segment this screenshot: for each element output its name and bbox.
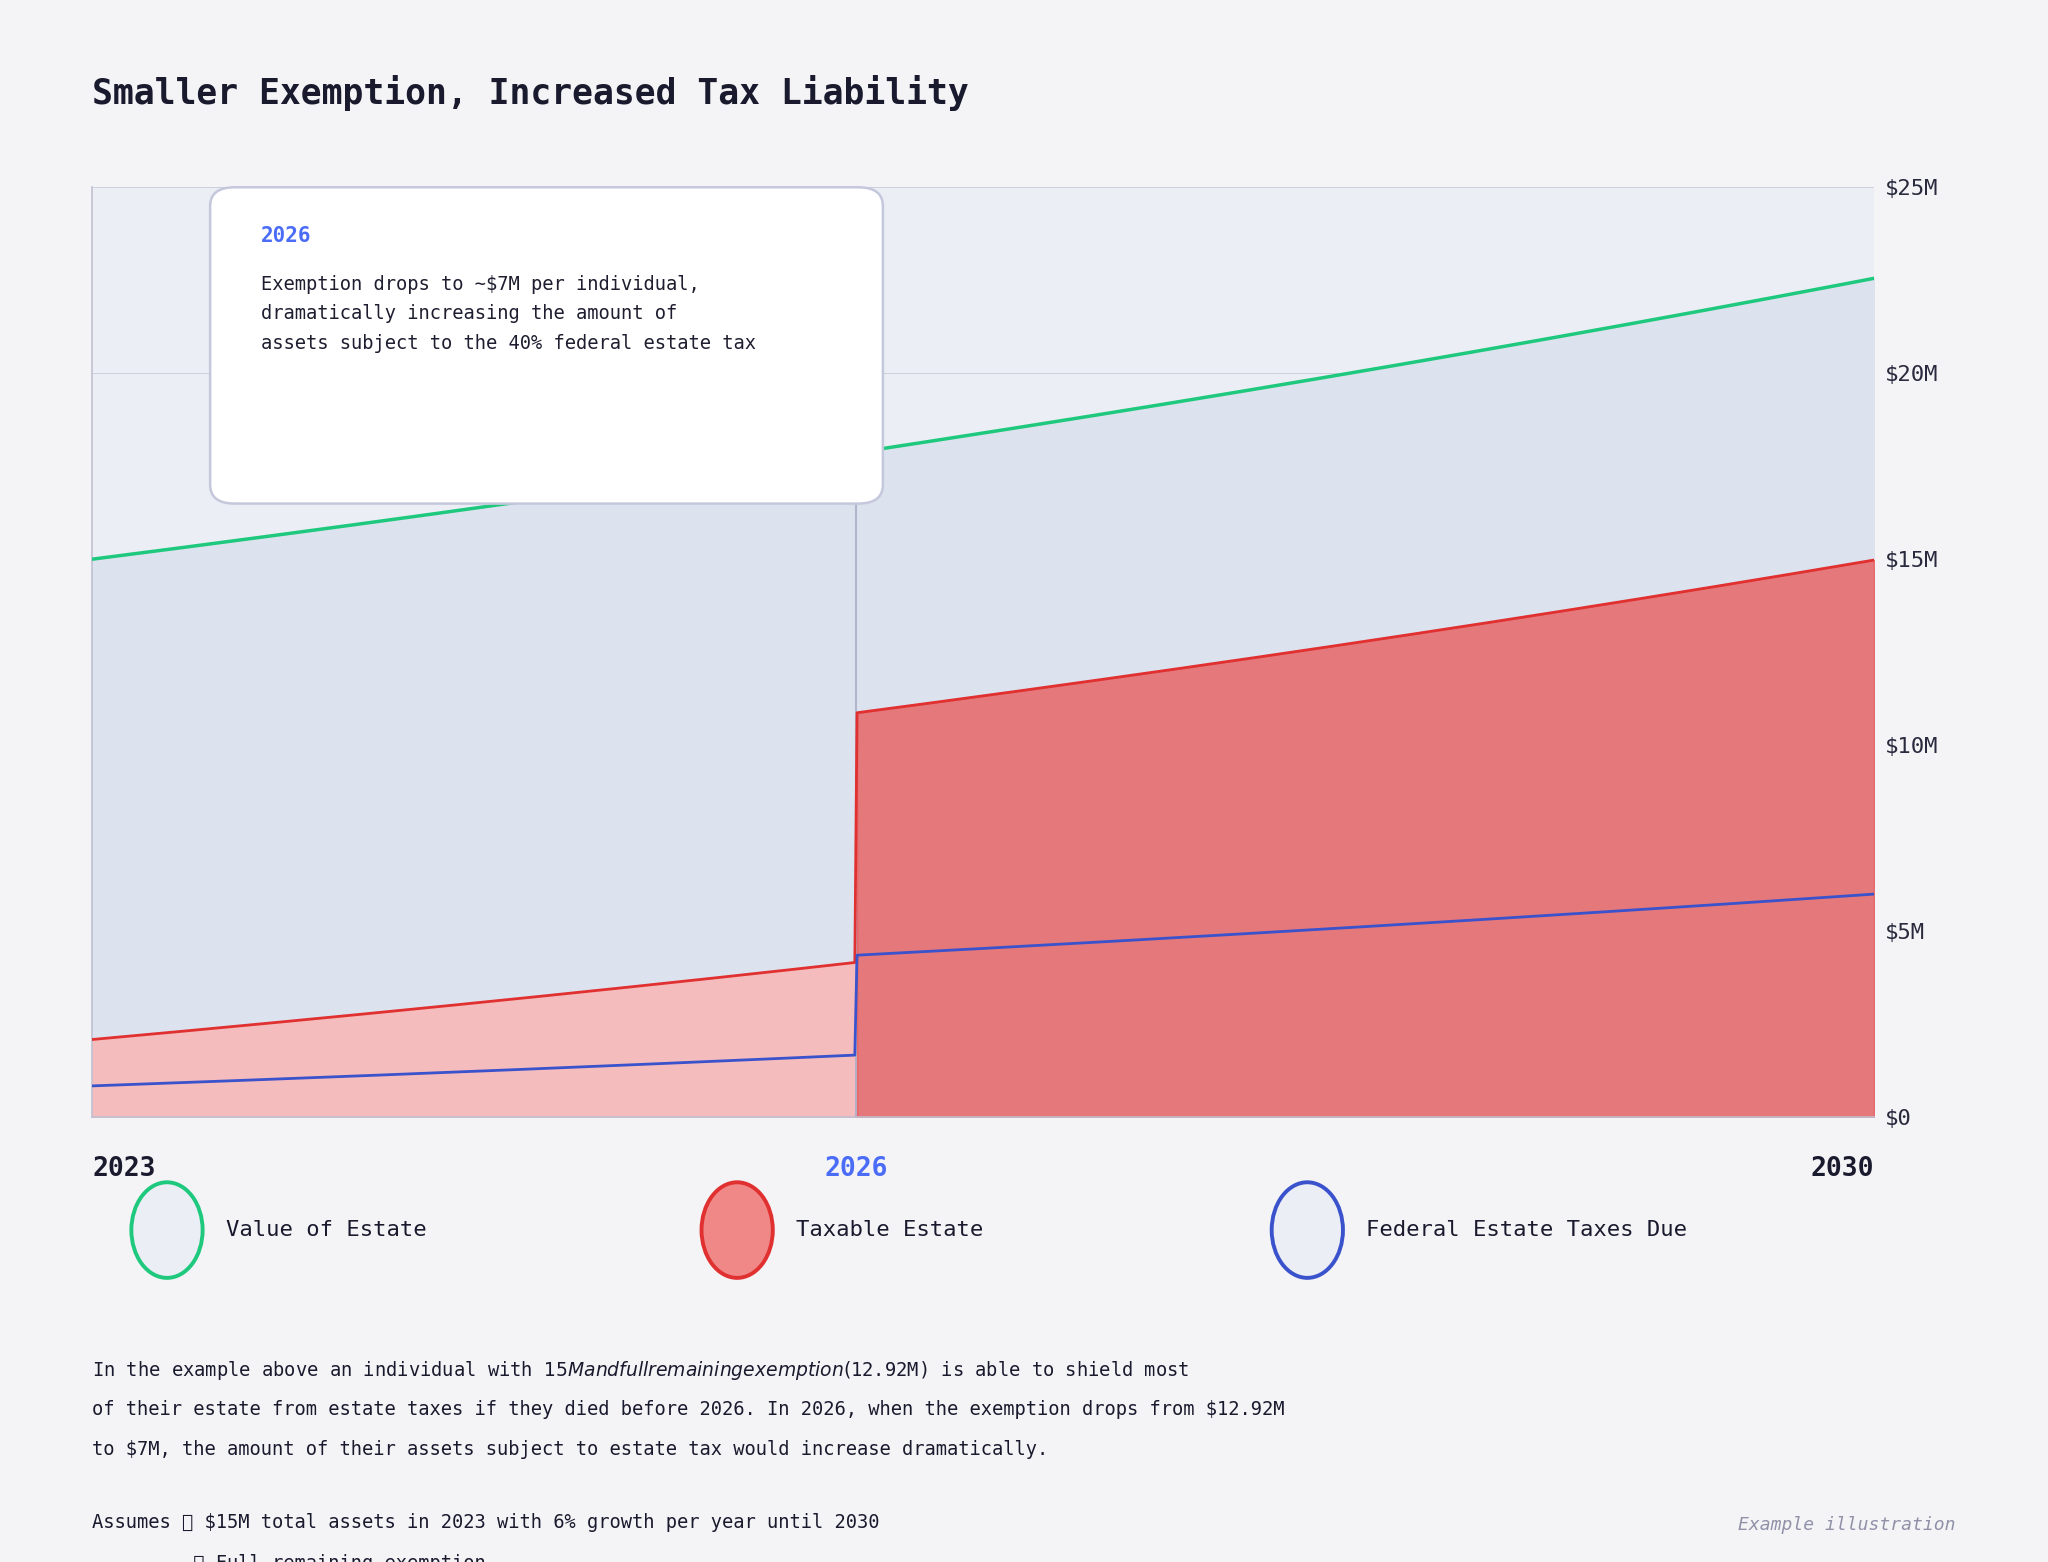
Text: Example illustration: Example illustration <box>1739 1515 1956 1534</box>
Text: of their estate from estate taxes if they died before 2026. In 2026, when the ex: of their estate from estate taxes if the… <box>92 1400 1284 1418</box>
Text: Taxable Estate: Taxable Estate <box>797 1220 983 1240</box>
Text: Assumes ① $15M total assets in 2023 with 6% growth per year until 2030: Assumes ① $15M total assets in 2023 with… <box>92 1514 881 1532</box>
Text: to $7M, the amount of their assets subject to estate tax would increase dramatic: to $7M, the amount of their assets subje… <box>92 1440 1049 1459</box>
Text: 2026: 2026 <box>823 1156 887 1182</box>
Text: Exemption drops to ~$7M per individual,
dramatically increasing the amount of
as: Exemption drops to ~$7M per individual, … <box>262 275 756 353</box>
Ellipse shape <box>702 1182 772 1278</box>
Ellipse shape <box>131 1182 203 1278</box>
Text: Smaller Exemption, Increased Tax Liability: Smaller Exemption, Increased Tax Liabili… <box>92 75 969 111</box>
Text: In the example above an individual with $15M and full remaining exemption ($12.9: In the example above an individual with … <box>92 1359 1190 1382</box>
Text: ② Full remaining exemption: ② Full remaining exemption <box>92 1554 485 1562</box>
Text: 2023: 2023 <box>92 1156 156 1182</box>
Ellipse shape <box>1272 1182 1343 1278</box>
Text: Federal Estate Taxes Due: Federal Estate Taxes Due <box>1366 1220 1688 1240</box>
Text: 2026: 2026 <box>262 226 311 247</box>
Text: Value of Estate: Value of Estate <box>225 1220 426 1240</box>
Text: 2030: 2030 <box>1810 1156 1874 1182</box>
